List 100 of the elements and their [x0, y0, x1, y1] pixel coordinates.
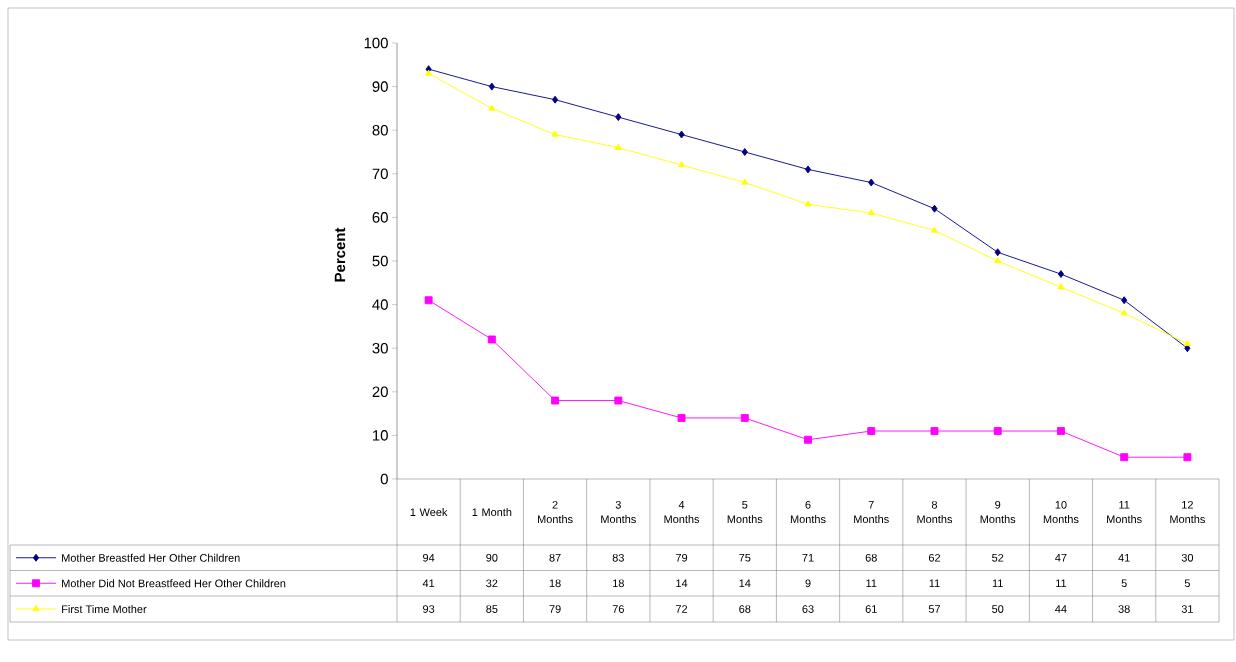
data-label: 75	[739, 553, 751, 562]
point	[488, 82, 495, 91]
point	[1183, 453, 1192, 462]
data-label: 47	[1055, 553, 1067, 562]
data-label: 68	[865, 553, 877, 562]
y-tick-label: 40	[372, 299, 388, 310]
point	[677, 414, 686, 422]
data-label: 11	[866, 579, 877, 588]
data-label: 9	[805, 579, 811, 588]
data-label: 83	[612, 553, 624, 562]
data-label: 87	[549, 553, 561, 562]
data-label: 63	[802, 605, 814, 613]
x-tick-label: 2 Months	[538, 500, 573, 524]
y-tick-label: 30	[372, 342, 388, 354]
data-label: 41	[422, 579, 435, 588]
x-tick-label: 4 Months	[664, 500, 700, 524]
point	[804, 435, 812, 444]
y-tick-label: 100	[364, 37, 388, 49]
data-label: 14	[676, 579, 688, 588]
data-label: 85	[486, 605, 498, 613]
data-label: 5	[1121, 579, 1127, 588]
point	[804, 165, 812, 174]
point	[867, 427, 876, 435]
y-tick-label: 10	[373, 430, 388, 441]
data-label: 18	[613, 579, 624, 588]
data-label: 71	[802, 553, 814, 562]
y-tick-label: 90	[372, 81, 388, 92]
point	[552, 95, 559, 104]
x-tick-label: 9 Months	[980, 500, 1016, 524]
data-label: 94	[423, 553, 435, 562]
point	[614, 143, 622, 150]
point	[551, 130, 559, 137]
x-tick-label: 10 Months	[1043, 500, 1079, 524]
point	[994, 248, 1001, 257]
point	[551, 396, 560, 405]
point	[931, 204, 938, 213]
data-label: 18	[549, 579, 561, 588]
data-label: 11	[929, 579, 940, 588]
data-label: 41	[1118, 553, 1130, 562]
point	[867, 209, 875, 216]
point	[1057, 270, 1065, 279]
data-label: 31	[1181, 605, 1193, 613]
y-tick-label: 70	[372, 168, 388, 180]
point	[487, 335, 496, 344]
legend-label: Mother Breastfed Her Other Children	[62, 553, 240, 562]
point	[741, 178, 749, 185]
y-tick-label: 20	[372, 386, 388, 398]
data-label: 68	[739, 605, 751, 613]
point	[1183, 339, 1191, 347]
x-tick-label: 5 Months	[727, 500, 763, 524]
point	[678, 161, 686, 168]
point	[678, 130, 685, 139]
x-tick-label: 1 Month	[472, 507, 512, 517]
data-label: 50	[992, 605, 1004, 613]
point	[1120, 453, 1129, 462]
data-label: 90	[486, 553, 498, 562]
point	[425, 69, 433, 76]
point	[615, 113, 622, 122]
data-label: 14	[739, 579, 751, 588]
x-tick-label: 8 Months	[917, 500, 953, 524]
legend-label: Mother Did Not Breastfeed Her Other Children	[62, 579, 286, 588]
data-label: 79	[676, 553, 688, 562]
point	[868, 178, 875, 187]
x-tick-label: 11 Months	[1107, 500, 1142, 524]
point	[1120, 309, 1128, 316]
point	[804, 200, 812, 207]
data-label: 11	[1056, 579, 1067, 588]
y-axis-title: Percent	[334, 227, 346, 282]
data-label: 93	[423, 605, 435, 613]
y-tick-label: 60	[372, 212, 388, 223]
point	[488, 104, 496, 111]
data-label: 44	[1055, 605, 1067, 613]
point	[1121, 296, 1128, 305]
data-label: 38	[1118, 605, 1130, 613]
data-label: 5	[1184, 579, 1190, 588]
point	[740, 414, 749, 422]
data-label: 52	[992, 553, 1004, 562]
data-label: 72	[676, 605, 688, 613]
data-label: 61	[865, 605, 877, 613]
x-tick-label: 7 Months	[854, 500, 889, 524]
point	[741, 148, 748, 156]
legend-label: First Time Mother	[62, 604, 147, 614]
x-tick-label: 3 Months	[601, 500, 636, 524]
point	[930, 427, 939, 435]
point	[993, 427, 1002, 435]
y-tick-label: 80	[372, 124, 388, 136]
data-label: 30	[1181, 553, 1194, 562]
point	[930, 226, 938, 233]
point	[994, 257, 1002, 264]
data-label: 79	[549, 605, 561, 613]
data-label: 76	[612, 605, 624, 613]
x-tick-label: 6 Months	[790, 500, 826, 524]
point	[1057, 283, 1065, 290]
x-tick-label: 1 Week	[410, 507, 448, 517]
data-label: 57	[928, 605, 941, 613]
point	[424, 296, 433, 305]
data-label: 11	[992, 579, 1003, 588]
point	[1184, 344, 1191, 353]
y-tick-label: 0	[380, 473, 388, 485]
point	[614, 396, 623, 405]
